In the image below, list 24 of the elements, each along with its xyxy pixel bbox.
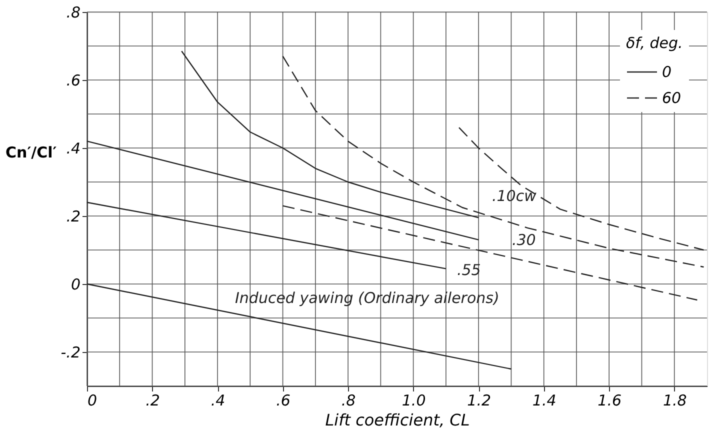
x-tick-label: 1.6	[598, 392, 622, 410]
legend-title: δf, deg.	[626, 34, 683, 52]
legend-label: 0	[662, 63, 672, 81]
x-tick-label: 1.8	[662, 392, 687, 410]
y-axis-title: Cn′/Cl′	[6, 144, 57, 162]
x-tick-label: 0	[88, 392, 98, 410]
x-tick-label: .6	[276, 392, 290, 410]
x-tick-label: .8	[341, 392, 356, 410]
y-tick-label: .6	[66, 72, 80, 90]
y-tick-label: -.2	[60, 344, 80, 362]
x-tick-label: .4	[210, 392, 226, 410]
line-series	[458, 127, 704, 251]
y-tick-label: .2	[66, 208, 80, 226]
x-tick-label: .2	[146, 392, 160, 410]
y-tick-label: .8	[66, 4, 80, 22]
y-tick-label: .4	[66, 140, 80, 158]
line-series	[181, 50, 480, 218]
legend-label: 60	[662, 89, 682, 107]
y-tick-label: 0	[70, 276, 80, 294]
x-tick-label: 1.4	[532, 392, 556, 410]
x-tick-label: 1.2	[467, 392, 492, 410]
x-axis-title: Lift coefficient, CL	[325, 410, 470, 430]
annotation: .30	[512, 231, 536, 249]
x-tick-label: 1.0	[402, 392, 426, 410]
